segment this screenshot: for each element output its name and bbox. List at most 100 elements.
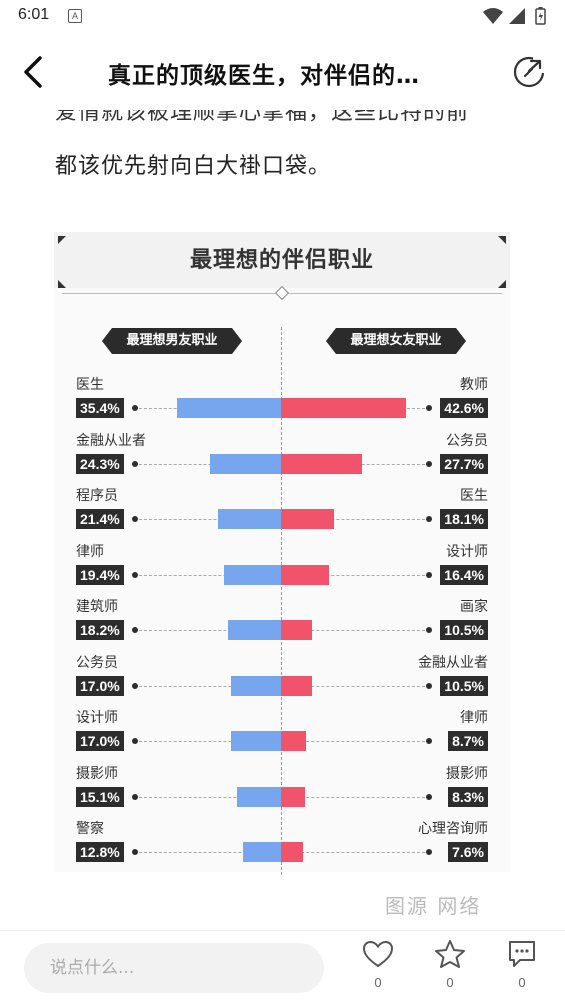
male-percent-label: 35.4%	[76, 398, 124, 418]
male-percent-label: 21.4%	[76, 509, 124, 529]
female-percent-label: 8.3%	[448, 786, 488, 807]
signal-icon	[509, 8, 525, 24]
male-percent-label: 18.2%	[76, 620, 124, 640]
chart-row: 设计师 律师 17.0% 8.7%	[54, 707, 510, 763]
article-paragraph: 都该优先射向白大褂口袋。	[55, 154, 332, 179]
female-percent-label: 27.7%	[440, 453, 488, 474]
female-bar	[281, 620, 312, 640]
female-guide-line	[281, 574, 430, 576]
male-bar	[209, 453, 281, 474]
female-category-label: 教师	[460, 377, 488, 393]
male-guide-line	[134, 852, 281, 853]
female-bar	[281, 731, 307, 751]
male-bar	[243, 842, 281, 862]
chart-row: 公务员 金融从业者 17.0% 10.5%	[54, 652, 510, 708]
male-percent-label: 12.8%	[76, 842, 124, 862]
chart-row: 医生 教师 35.4% 42.6%	[54, 374, 510, 430]
female-category-label: 公务员	[446, 432, 488, 449]
male-percent-label: 17.0%	[76, 731, 124, 751]
status-time: 6:01	[18, 6, 50, 23]
male-category-label: 律师	[76, 543, 104, 560]
chart-row: 摄影师 摄影师 15.1% 8.3%	[54, 763, 510, 819]
share-button[interactable]	[511, 54, 547, 90]
male-label-dot	[132, 460, 138, 467]
male-label-dot	[132, 849, 138, 855]
female-bar	[281, 398, 406, 418]
female-percent-label: 18.1%	[440, 509, 488, 529]
male-label-dot	[132, 682, 138, 689]
comment-input[interactable]	[24, 943, 324, 993]
female-bar	[281, 786, 306, 807]
favorite-count: 0	[446, 975, 454, 990]
female-percent-label: 16.4%	[440, 564, 488, 585]
bottom-action-bar: 0 0 0	[0, 930, 565, 1005]
heart-icon	[362, 940, 394, 968]
male-percent-label: 19.4%	[76, 564, 124, 585]
female-percent-label: 10.5%	[440, 675, 488, 696]
male-label-dot	[132, 627, 138, 633]
chart-row: 金融从业者 公务员 24.3% 27.7%	[54, 430, 510, 486]
female-label-dot	[426, 516, 432, 522]
female-category-label: 画家	[460, 599, 488, 615]
male-guide-line	[134, 741, 281, 742]
comment-count: 0	[518, 975, 526, 990]
comment-icon	[509, 941, 535, 967]
male-bar	[231, 675, 281, 696]
star-icon	[435, 940, 465, 968]
female-label-dot	[426, 627, 432, 633]
female-guide-line	[281, 741, 430, 742]
female-bar	[281, 842, 304, 862]
chart-row: 建筑师 画家 18.2% 10.5%	[54, 596, 510, 652]
male-bar	[231, 731, 281, 751]
male-percent-label: 17.0%	[76, 675, 124, 696]
female-percent-label: 42.6%	[440, 398, 488, 418]
female-label-dot	[426, 405, 432, 411]
male-category-label: 医生	[76, 377, 104, 393]
female-percent-label: 7.6%	[448, 842, 488, 862]
male-guide-line	[134, 630, 281, 631]
status-icons	[483, 7, 546, 25]
male-bar	[227, 620, 281, 640]
male-guide-line	[134, 519, 281, 520]
notification-icon: A	[68, 9, 82, 23]
male-label-dot	[132, 516, 138, 522]
share-icon	[513, 56, 545, 88]
female-category-label: 律师	[460, 710, 488, 726]
female-label-dot	[426, 460, 432, 467]
favorite-button[interactable]: 0	[430, 939, 470, 1003]
infographic-title: 最理想的伴侣职业	[189, 248, 374, 273]
male-label-dot	[132, 793, 138, 800]
male-category-label: 公务员	[76, 654, 118, 671]
female-category-label: 金融从业者	[418, 654, 488, 671]
female-guide-line	[281, 796, 430, 798]
like-count: 0	[374, 975, 382, 990]
male-label-dot	[132, 405, 138, 411]
male-category-label: 警察	[76, 821, 104, 837]
male-bar	[218, 509, 281, 529]
female-guide-line	[281, 519, 430, 520]
female-label-dot	[426, 682, 432, 689]
back-button[interactable]	[14, 52, 54, 92]
female-percent-label: 10.5%	[440, 620, 488, 640]
male-bar	[177, 398, 281, 418]
like-button[interactable]: 0	[358, 939, 398, 1003]
battery-icon	[535, 7, 546, 25]
female-header-banner: 最理想女友职业	[326, 328, 466, 354]
female-label-dot	[426, 738, 432, 744]
male-category-label: 程序员	[76, 488, 118, 504]
male-bar	[236, 786, 281, 807]
female-bar	[281, 453, 363, 474]
male-percent-label: 15.1%	[76, 786, 124, 807]
female-bar	[281, 675, 312, 696]
image-source-caption: 图源 网络	[385, 894, 482, 918]
male-category-label: 金融从业者	[76, 432, 146, 449]
chart-row: 律师 设计师 19.4% 16.4%	[54, 541, 510, 597]
comment-button[interactable]: 0	[502, 939, 542, 1003]
female-category-label: 设计师	[446, 543, 488, 560]
male-category-label: 设计师	[76, 710, 118, 726]
female-bar	[281, 564, 330, 585]
female-label-dot	[426, 793, 432, 800]
male-guide-line	[134, 796, 281, 798]
female-guide-line	[281, 630, 430, 631]
male-guide-line	[134, 685, 281, 687]
